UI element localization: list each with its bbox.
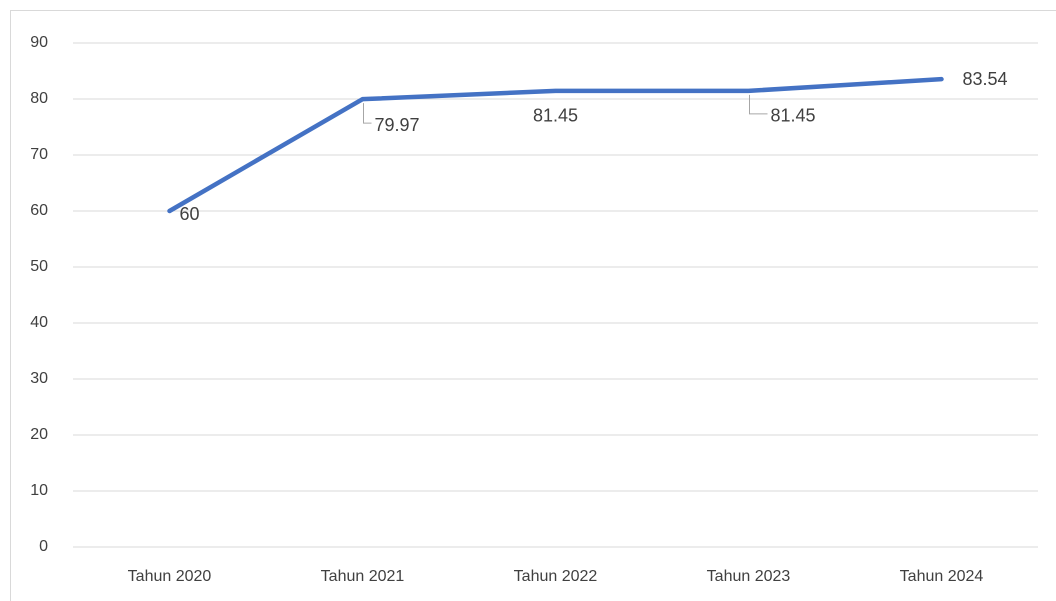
x-tick-label: Tahun 2023 <box>707 568 791 585</box>
y-tick-label: 30 <box>30 370 48 387</box>
data-label: 79.97 <box>375 115 420 135</box>
y-tick-label: 0 <box>39 538 48 555</box>
y-tick-label: 70 <box>30 146 48 163</box>
x-tick-label: Tahun 2021 <box>321 568 405 585</box>
y-tick-label: 40 <box>30 314 48 331</box>
leader-line <box>749 94 768 115</box>
data-label: 83.54 <box>963 69 1008 89</box>
y-tick-label: 50 <box>30 258 48 275</box>
data-label: 81.45 <box>533 106 578 126</box>
data-line <box>167 76 944 214</box>
data-label: 60 <box>180 204 200 224</box>
y-tick-label: 90 <box>30 34 48 51</box>
y-tick-label: 60 <box>30 202 48 219</box>
x-tick-label: Tahun 2024 <box>900 568 984 585</box>
data-label: 81.45 <box>771 106 816 126</box>
y-tick-label: 20 <box>30 426 48 443</box>
chart-border <box>10 10 1056 601</box>
x-tick-label: Tahun 2020 <box>128 568 212 585</box>
y-tick-label: 80 <box>30 90 48 107</box>
y-tick-label: 10 <box>30 482 48 499</box>
x-tick-label: Tahun 2022 <box>514 568 598 585</box>
leader-line <box>363 103 372 124</box>
